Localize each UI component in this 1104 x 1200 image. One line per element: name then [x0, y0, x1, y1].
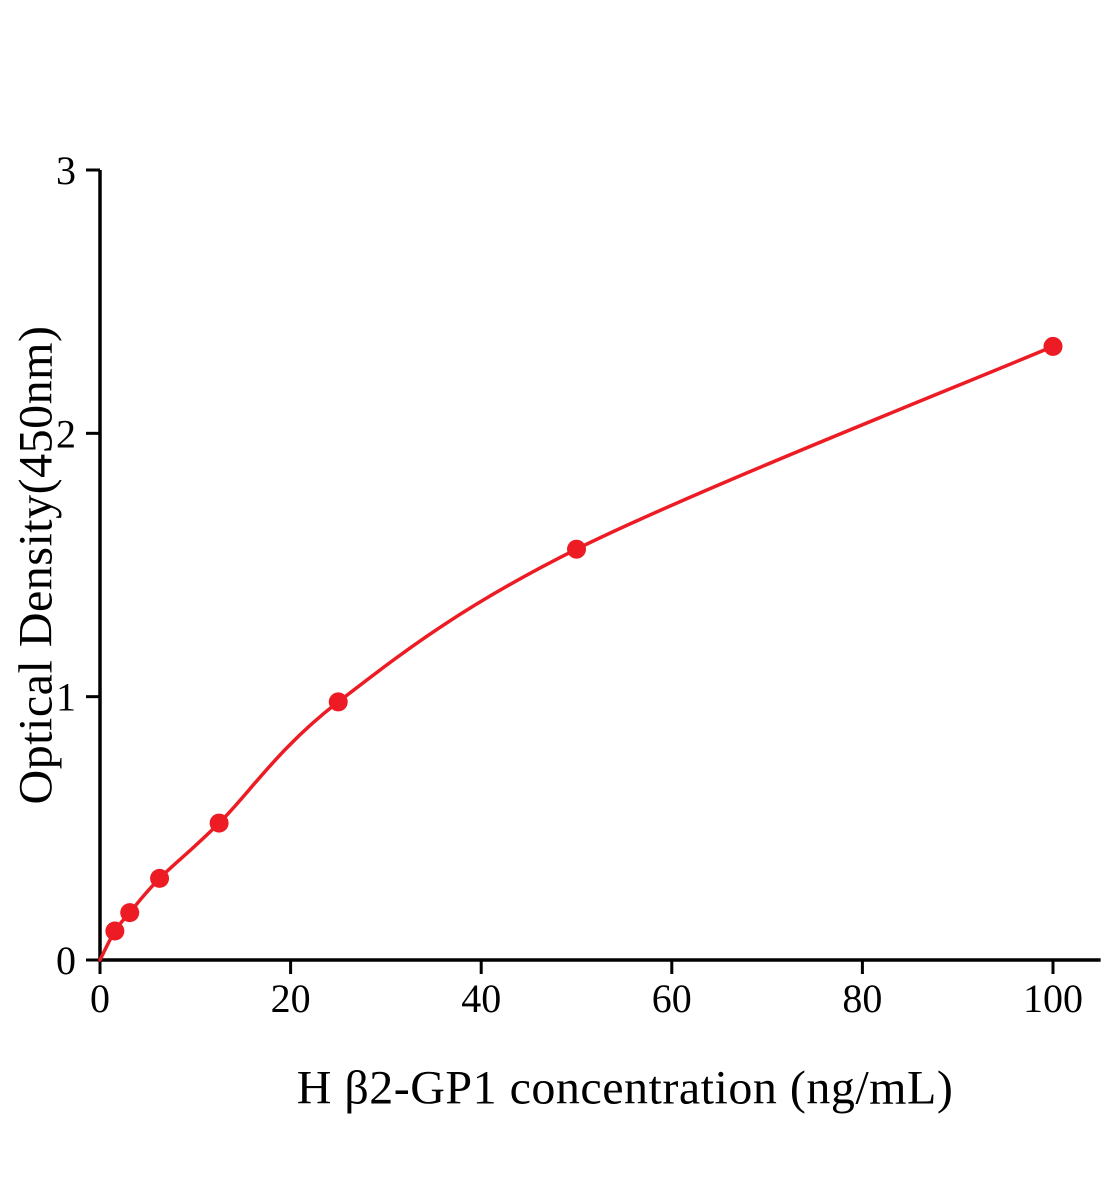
- y-tick-label: 0: [56, 938, 76, 983]
- y-tick-label: 3: [56, 148, 76, 193]
- x-tick-label: 80: [842, 976, 882, 1021]
- x-tick-label: 60: [652, 976, 692, 1021]
- data-point: [120, 903, 140, 923]
- data-point: [150, 868, 170, 888]
- data-point: [105, 921, 125, 941]
- x-tick-label: 40: [461, 976, 501, 1021]
- y-axis-label: Optical Density(450nm): [9, 325, 63, 805]
- x-tick-label: 0: [90, 976, 110, 1021]
- y-tick-label: 1: [56, 675, 76, 720]
- data-point: [328, 692, 348, 712]
- y-tick-label: 2: [56, 411, 76, 456]
- x-axis-label: H β2-GP1 concentration (ng/mL): [296, 1061, 954, 1115]
- data-point: [1043, 336, 1063, 356]
- x-tick-label: 20: [271, 976, 311, 1021]
- fit-curve: [98, 344, 1055, 962]
- x-tick-label: 100: [1023, 976, 1083, 1021]
- data-point: [209, 813, 229, 833]
- data-point: [567, 539, 586, 559]
